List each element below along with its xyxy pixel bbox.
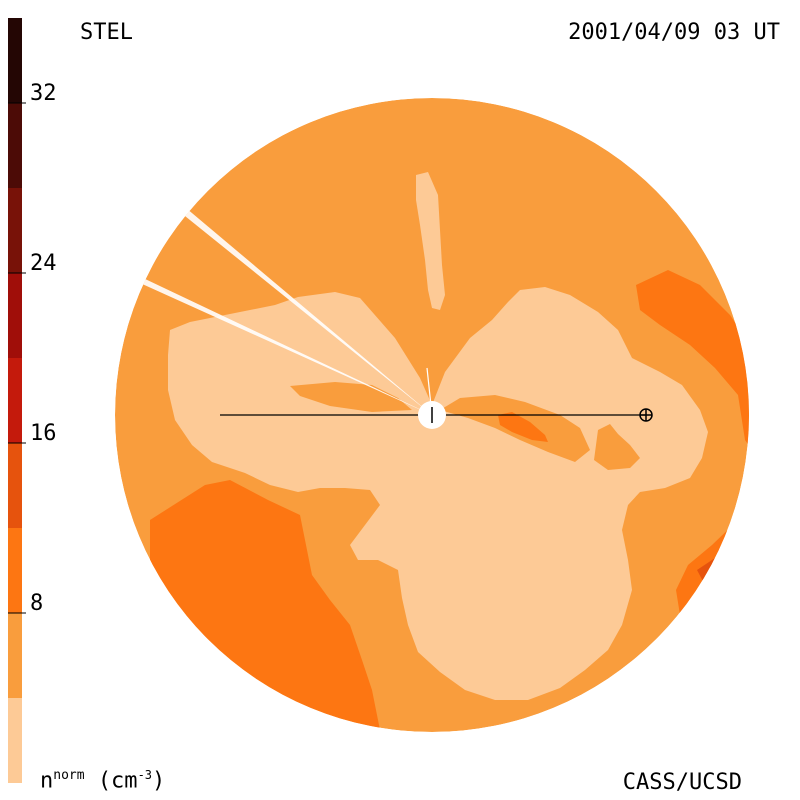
unit-superscript: norm <box>53 768 85 783</box>
colorbar-unit-label: nnorm (cm-3) <box>40 768 165 793</box>
colorbar-level-3 <box>8 443 22 528</box>
unit-exponent: -3 <box>137 768 153 782</box>
unit-close: ) <box>152 768 166 794</box>
colorbar <box>8 18 26 783</box>
colorbar-level-2 <box>8 528 22 613</box>
colorbar-tick-label: 16 <box>30 421 57 446</box>
unit-base: n <box>40 768 54 794</box>
sun-icon <box>418 401 446 429</box>
credit-label: CASS/UCSD <box>622 770 742 795</box>
colorbar-tick-label: 8 <box>30 591 44 616</box>
colorbar-level-6 <box>8 188 22 273</box>
colorbar-level-7 <box>8 103 22 188</box>
dense-region-upper-right <box>636 270 749 450</box>
colorbar-level-8 <box>8 18 22 103</box>
data-gap-upper <box>180 208 432 415</box>
colorbar-level-1 <box>8 613 22 698</box>
dense-core-right-of-sun <box>498 412 548 442</box>
colorbar-level-5 <box>8 273 22 358</box>
colorbar-level-4 <box>8 358 22 443</box>
island-small-right <box>594 424 640 470</box>
data-gap-lower <box>140 278 432 415</box>
colorbar-level-0 <box>8 698 22 783</box>
unit-open: (cm <box>97 768 138 794</box>
colorbar-tick-label: 32 <box>30 81 57 106</box>
colorbar-tick-label: 24 <box>30 251 57 276</box>
island-left-of-sun <box>290 382 412 412</box>
north-streamer <box>416 172 445 310</box>
earth-icon <box>639 408 653 422</box>
datetime-label: 2001/04/09 03 UT <box>568 20 780 45</box>
instrument-label: STEL <box>80 20 133 45</box>
